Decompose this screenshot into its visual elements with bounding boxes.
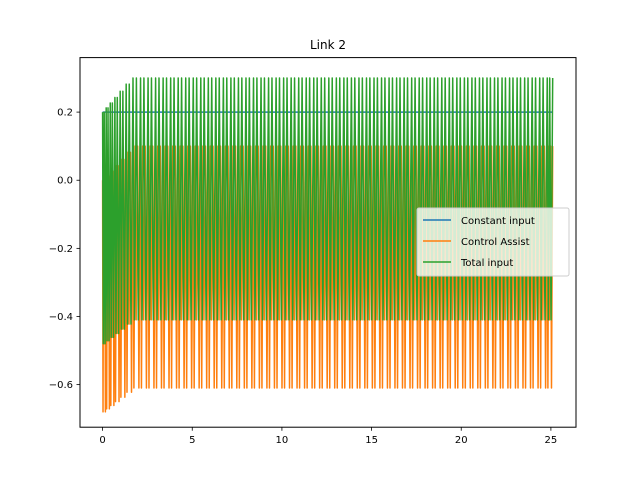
legend-label: Control Assist bbox=[461, 237, 530, 248]
chart-title: Link 2 bbox=[310, 38, 346, 52]
x-tick-label: 0 bbox=[99, 435, 105, 446]
y-tick-label: 0.2 bbox=[57, 108, 73, 119]
ticks-layer: 0 5 10 15 20 25 −0.6 −0.4 −0.2 0.0 0.2 bbox=[49, 108, 558, 447]
y-tick-label: −0.6 bbox=[49, 380, 73, 391]
legend-label: Constant input bbox=[461, 216, 535, 227]
legend-label: Total input bbox=[460, 258, 513, 269]
x-tick-label: 15 bbox=[365, 435, 378, 446]
x-tick-label: 25 bbox=[545, 435, 558, 446]
y-tick-label: 0.0 bbox=[57, 176, 73, 187]
legend: Constant input Control Assist Total input bbox=[416, 207, 570, 277]
axes-frame bbox=[79, 57, 577, 428]
legend-box bbox=[416, 207, 570, 277]
y-tick-label: −0.4 bbox=[49, 312, 73, 323]
x-tick-label: 10 bbox=[276, 435, 289, 446]
x-tick-label: 5 bbox=[189, 435, 195, 446]
y-tick-label: −0.2 bbox=[49, 244, 73, 255]
x-tick-label: 20 bbox=[455, 435, 468, 446]
